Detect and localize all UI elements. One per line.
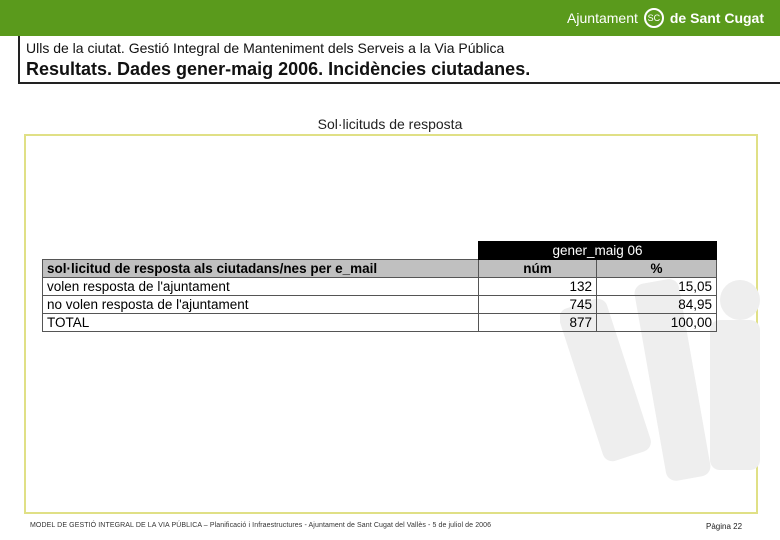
seal-icon: SC xyxy=(643,8,664,28)
row-pct: 84,95 xyxy=(596,295,717,314)
page-title: Resultats. Dades gener-maig 2006. Incidè… xyxy=(26,59,531,79)
col-header-num: núm xyxy=(478,259,597,278)
response-requests-table: gener_maig 06 sol·licitud de resposta al… xyxy=(42,241,717,332)
row-num: 745 xyxy=(478,295,597,314)
table-row: volen resposta de l'ajuntament 132 15,05 xyxy=(42,277,717,296)
row-num: 877 xyxy=(478,313,597,332)
row-label: volen resposta de l'ajuntament xyxy=(42,277,479,296)
brand-name-part2: de Sant Cugat xyxy=(669,10,764,26)
row-header: sol·licitud de resposta als ciutadans/ne… xyxy=(42,259,479,278)
header-box: Ulls de la ciutat. Gestió Integral de Ma… xyxy=(18,36,780,84)
row-label: TOTAL xyxy=(42,313,479,332)
row-pct: 15,05 xyxy=(596,277,717,296)
top-banner: Ajuntament SC de Sant Cugat xyxy=(0,0,780,36)
section-title: Sol·licituds de resposta xyxy=(317,116,463,132)
footer-text: MODEL DE GESTIÓ INTEGRAL DE LA VIA PÚBLI… xyxy=(30,522,492,529)
row-label: no volen resposta de l'ajuntament xyxy=(42,295,479,314)
brand-name-part1: Ajuntament xyxy=(567,10,638,26)
table-row: TOTAL 877 100,00 xyxy=(42,313,717,332)
page-number: Pàgina 22 xyxy=(706,522,743,531)
brand-logo: Ajuntament SC de Sant Cugat xyxy=(567,8,764,28)
row-num: 132 xyxy=(478,277,597,296)
page-subtitle: Ulls de la ciutat. Gestió Integral de Ma… xyxy=(26,40,505,56)
watermark-logo-icon xyxy=(560,279,760,481)
col-header-pct: % xyxy=(596,259,717,278)
blank-cell xyxy=(43,242,479,260)
table-row: no volen resposta de l'ajuntament 745 84… xyxy=(42,295,717,314)
row-pct: 100,00 xyxy=(596,313,717,332)
group-header: gener_maig 06 xyxy=(478,241,717,260)
